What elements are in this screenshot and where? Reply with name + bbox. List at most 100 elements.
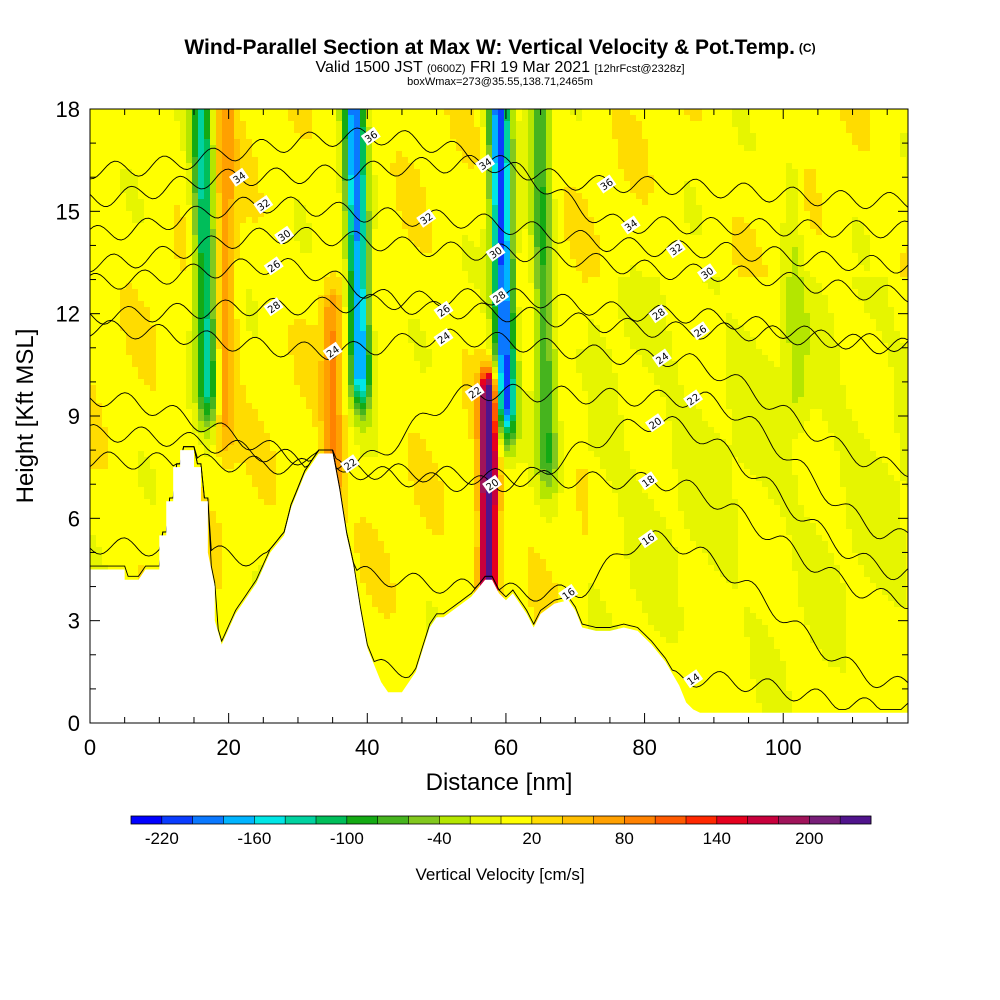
field-cell [228,559,235,566]
field-cell [132,163,139,170]
field-cell [246,409,253,416]
field-cell [342,493,349,500]
field-cell [264,361,271,368]
field-cell [252,175,259,182]
field-cell [192,385,199,392]
field-cell [270,349,277,356]
field-cell [90,505,97,512]
field-cell [168,283,175,290]
field-cell [144,295,151,302]
field-cell [126,517,133,524]
field-cell [120,511,127,518]
field-cell [132,445,139,452]
field-cell [150,175,157,182]
field-cell [240,319,247,326]
field-cell [324,259,331,266]
field-cell [96,439,103,446]
field-cell [294,235,301,242]
field-cell [378,367,385,374]
field-cell [306,391,313,398]
field-cell [168,127,175,134]
field-cell [210,565,217,572]
field-cell [288,367,295,374]
field-cell [306,283,313,290]
field-cell [168,181,175,188]
field-cell [294,475,301,482]
field-cell [300,409,307,416]
field-cell [96,421,103,428]
field-cell [312,205,319,212]
field-cell [258,187,265,194]
field-cell [156,397,163,404]
field-cell [342,427,349,434]
field-cell [216,601,223,608]
field-cell [138,331,145,338]
field-cell [108,535,115,542]
field-cell [252,457,259,464]
field-cell [174,439,181,446]
field-cell [186,379,193,386]
field-cell [192,169,199,176]
field-cell [222,493,229,500]
field-cell [228,409,235,416]
field-cell [132,127,139,134]
field-cell [360,529,367,536]
field-cell [132,223,139,230]
field-cell [90,559,97,566]
field-cell [162,265,169,272]
field-cell [354,343,361,350]
field-cell [216,217,223,224]
field-cell [234,217,241,224]
field-cell [264,427,271,434]
field-cell [180,175,187,182]
field-cell [228,547,235,554]
field-cell [222,565,229,572]
field-cell [300,331,307,338]
field-cell [102,283,109,290]
field-cell [150,121,157,128]
field-cell [216,415,223,422]
field-cell [228,355,235,362]
field-cell [114,259,121,266]
field-cell [240,589,247,596]
field-cell [174,301,181,308]
field-cell [192,295,199,302]
field-cell [204,121,211,128]
field-cell [258,499,265,506]
field-cell [288,499,295,506]
field-cell [252,121,259,128]
field-cell [162,175,169,182]
field-cell [366,499,373,506]
field-cell [102,349,109,356]
field-cell [180,127,187,134]
field-cell [246,373,253,380]
field-cell [300,313,307,320]
field-cell [354,577,361,584]
field-cell [312,115,319,122]
field-cell [372,655,379,662]
field-cell [234,301,241,308]
field-cell [324,445,331,452]
field-cell [126,241,133,248]
field-cell [336,301,343,308]
field-cell [102,145,109,152]
field-cell [360,475,367,482]
field-cell [372,145,379,152]
field-cell [330,283,337,290]
field-cell [258,157,265,164]
field-cell [378,127,385,134]
field-cell [180,139,187,146]
field-cell [360,499,367,506]
field-cell [210,487,217,494]
field-cell [306,337,313,344]
field-cell [234,331,241,338]
field-cell [198,319,205,326]
field-cell [306,277,313,284]
field-cell [360,421,367,428]
field-cell [102,277,109,284]
field-cell [96,355,103,362]
field-cell [300,391,307,398]
field-cell [90,547,97,554]
field-cell [324,265,331,272]
field-cell [198,175,205,182]
